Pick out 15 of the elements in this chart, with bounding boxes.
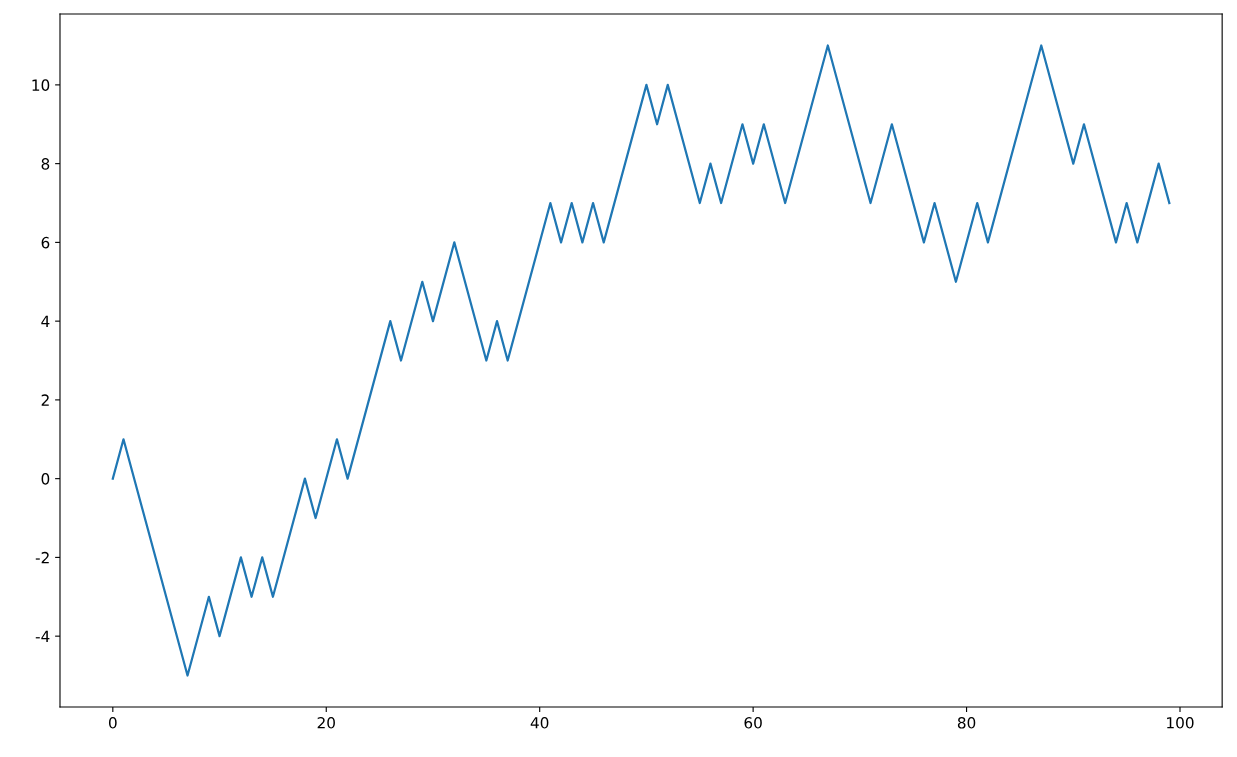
x-tick-label: 0	[108, 717, 117, 729]
x-tick-label: 60	[744, 717, 762, 729]
x-tick-label: 40	[530, 717, 549, 729]
y-tick-label: 8	[41, 158, 50, 170]
x-tick-label: 80	[957, 717, 976, 729]
y-tick-label: 10	[32, 79, 50, 91]
y-tick-label: 2	[41, 394, 49, 406]
line-series	[111, 44, 1171, 677]
y-tick-label: 0	[41, 473, 50, 485]
x-tick-label: 20	[317, 717, 335, 729]
x-tick-label: 100	[1167, 717, 1194, 729]
y-tick-label: 6	[41, 236, 50, 249]
y-tick-label: -4	[35, 630, 50, 642]
y-tick-label: -2	[35, 551, 49, 564]
y-tick-label: 4	[41, 315, 50, 327]
